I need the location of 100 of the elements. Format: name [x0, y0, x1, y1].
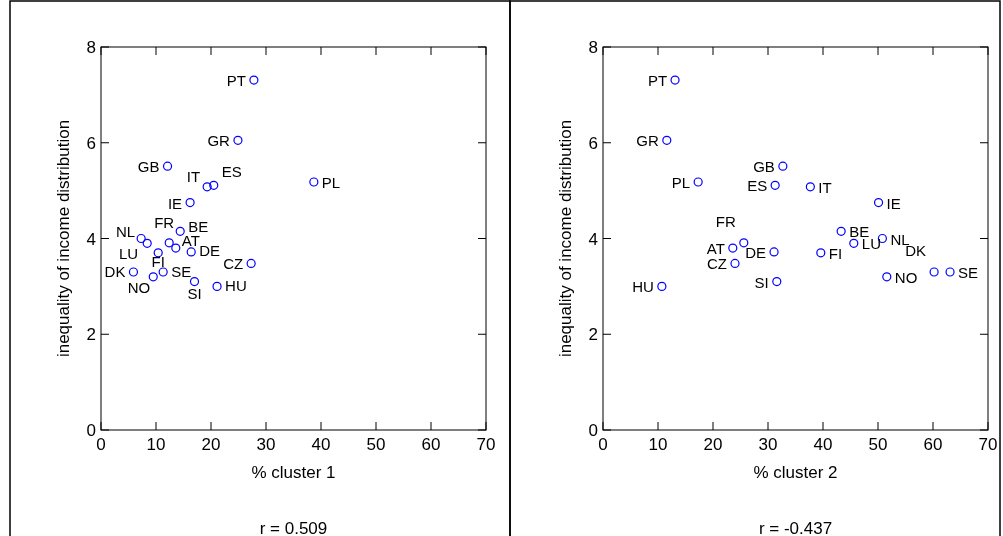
data-label: CZ [707, 255, 727, 273]
y-tick-label: 2 [86, 325, 96, 345]
data-label: NO [127, 278, 151, 296]
point [728, 243, 738, 253]
x-tick-label: 60 [923, 435, 943, 454]
point [662, 135, 672, 145]
x-tick-label: 20 [201, 435, 221, 454]
x-tick-label: 30 [758, 435, 778, 454]
point [670, 75, 680, 85]
point [233, 135, 243, 145]
data-label: IT [186, 167, 201, 185]
data-label: IE [167, 194, 183, 212]
x-tick-label: 50 [366, 435, 386, 454]
point [772, 276, 782, 287]
data-label: DK [905, 242, 927, 260]
point [770, 180, 780, 190]
point [189, 276, 200, 287]
data-label: FR [154, 213, 175, 231]
data-label: SI [754, 273, 769, 291]
y-axis-title: inequality of income distribution [54, 119, 73, 358]
point [136, 233, 146, 244]
data-label: ES [747, 177, 768, 195]
data-label: HU [225, 277, 247, 295]
x-axis-title: % cluster 2 [753, 463, 838, 482]
data-label: FI [151, 252, 165, 270]
data-label: NL [115, 222, 136, 240]
y-tick-label: 8 [86, 38, 96, 57]
data-label: CZ [223, 255, 244, 273]
point [209, 180, 219, 190]
point [929, 267, 939, 277]
data-label: IE [886, 194, 901, 212]
data-label: PT [226, 72, 246, 90]
y-tick-label: 2 [588, 325, 598, 345]
x-axis-title: % cluster 1 [251, 463, 336, 482]
x-tick-label: 10 [648, 435, 668, 454]
data-label: GB [753, 158, 775, 176]
data-label: SI [187, 284, 202, 302]
y-tick-label: 0 [588, 421, 598, 440]
point [162, 161, 173, 171]
data-label: IT [818, 178, 832, 196]
x-tick-label: 40 [813, 435, 833, 454]
data-label: GB [137, 158, 160, 176]
data-label: AT [706, 240, 725, 258]
x-tick-label: 40 [311, 435, 331, 454]
point [171, 243, 181, 253]
point [769, 247, 779, 257]
point [202, 182, 212, 192]
data-label: SE [171, 263, 192, 281]
x-tick-label: 10 [146, 435, 166, 454]
point [153, 248, 163, 258]
data-label: LU [119, 245, 139, 263]
x-tick-label: 20 [703, 435, 723, 454]
y-axis-title: inequality of income distribution [556, 119, 575, 358]
data-label: SE [958, 264, 979, 282]
data-label: PL [671, 174, 691, 192]
point [164, 238, 174, 248]
point [778, 161, 788, 171]
text: r = -0.437 [758, 519, 833, 536]
data-label: GR [636, 132, 659, 150]
point [212, 281, 222, 291]
data-label: DK [104, 263, 126, 281]
point [186, 247, 196, 257]
point [836, 226, 846, 236]
point [309, 177, 319, 187]
x-tick-label: 70 [476, 435, 496, 454]
point [249, 75, 259, 85]
point [693, 177, 703, 187]
point [128, 267, 139, 277]
x-tick-label: 60 [421, 435, 441, 454]
point [816, 248, 826, 258]
point [873, 197, 884, 208]
data-label: PL [321, 174, 341, 192]
data-label: GR [207, 132, 231, 150]
x-tick-label: 30 [256, 435, 276, 454]
data-label: ES [221, 163, 242, 181]
data-label: FR [715, 212, 736, 230]
point [246, 258, 256, 268]
y-tick-label: 0 [86, 421, 96, 440]
point [148, 272, 158, 282]
y-tick-label: 4 [588, 229, 598, 249]
y-tick-label: 8 [588, 38, 598, 57]
point [158, 267, 168, 277]
data-label: NO [894, 268, 918, 286]
text: r = 0.509 [259, 519, 328, 536]
point [185, 197, 195, 208]
point [849, 238, 859, 248]
point [805, 182, 815, 192]
y-tick-label: 4 [86, 229, 96, 249]
data-label: FI [828, 244, 843, 262]
y-tick-label: 6 [588, 133, 598, 153]
data-label: DE [745, 243, 767, 261]
point [882, 272, 892, 282]
y-tick-label: 6 [86, 133, 96, 153]
point [657, 281, 667, 291]
x-tick-label: 50 [868, 435, 888, 454]
point [945, 267, 955, 277]
point [175, 226, 185, 236]
point [142, 238, 152, 248]
x-tick-label: 70 [978, 435, 998, 454]
data-label: PT [647, 72, 668, 90]
